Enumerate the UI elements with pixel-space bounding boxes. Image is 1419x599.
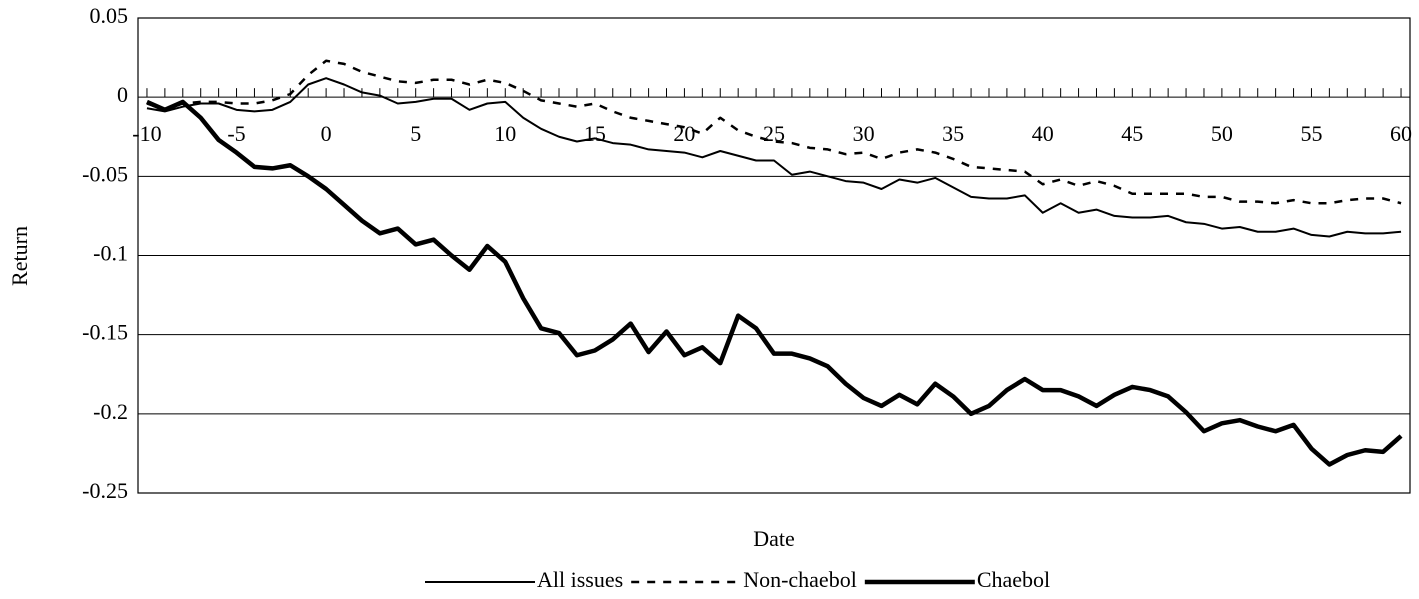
x-tick-label: -10 xyxy=(132,121,161,146)
series-line xyxy=(146,99,1403,467)
y-tick-label: -0.1 xyxy=(93,241,128,266)
x-tick-label: 25 xyxy=(763,121,785,146)
y-tick-label: 0 xyxy=(117,82,128,107)
plot-frame xyxy=(137,17,1411,494)
x-tick-label: 10 xyxy=(494,121,516,146)
x-tick-label: 0 xyxy=(321,121,332,146)
x-tick-label: 60 xyxy=(1390,121,1412,146)
x-tick-label: -5 xyxy=(227,121,245,146)
x-tick-label: 30 xyxy=(853,121,875,146)
x-tick-label: 40 xyxy=(1032,121,1054,146)
y-tick-label: -0.05 xyxy=(82,161,128,186)
legend-label: All issues xyxy=(537,567,623,592)
y-tick-label: -0.25 xyxy=(82,478,128,503)
x-axis-label: Date xyxy=(753,526,795,551)
x-tick-label: 45 xyxy=(1121,121,1143,146)
y-tick-label: 0.05 xyxy=(90,3,129,28)
x-tick-label: 55 xyxy=(1300,121,1322,146)
legend-label: Non-chaebol xyxy=(743,567,857,592)
x-tick-label: 5 xyxy=(410,121,421,146)
y-tick-label: -0.2 xyxy=(93,399,128,424)
series-line xyxy=(146,59,1402,205)
legend-label: Chaebol xyxy=(977,567,1050,592)
x-tick-label: 50 xyxy=(1211,121,1233,146)
y-tick-label: -0.15 xyxy=(82,320,128,345)
x-tick-label: 35 xyxy=(942,121,964,146)
x-tick-label: 15 xyxy=(584,121,606,146)
x-tick-label: 20 xyxy=(673,121,695,146)
y-axis-label: Return xyxy=(7,226,32,286)
series-line xyxy=(146,77,1402,238)
